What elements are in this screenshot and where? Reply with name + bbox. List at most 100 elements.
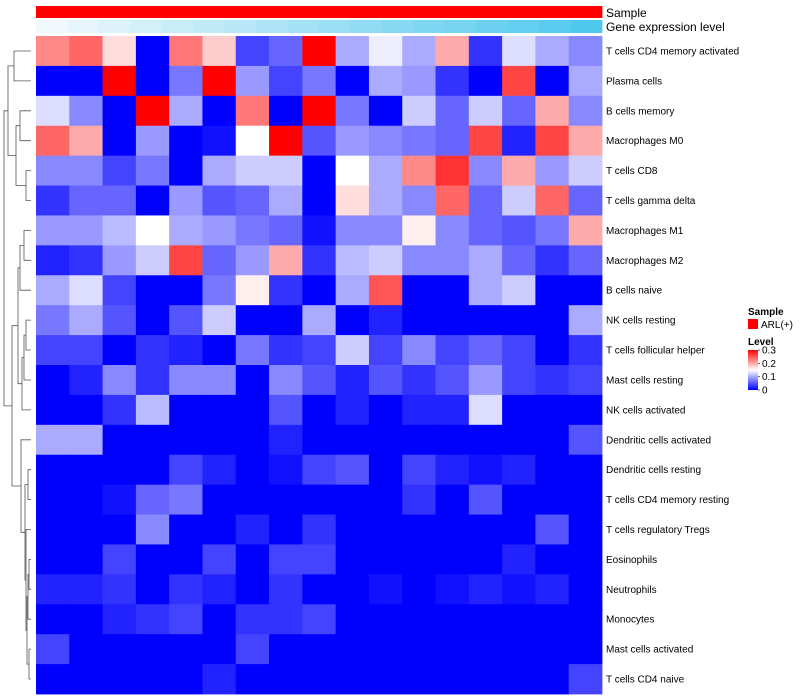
heatmap-cell <box>102 185 137 216</box>
heatmap-cell <box>402 365 436 396</box>
heatmap-cell <box>502 36 536 67</box>
row-label: B cells naive <box>606 286 663 297</box>
heatmap-cell <box>435 454 470 486</box>
heatmap-cell <box>302 514 337 545</box>
heatmap-cell <box>235 424 270 456</box>
heatmap-cell <box>69 275 103 306</box>
heatmap-cell <box>169 65 203 97</box>
heatmap-cell <box>335 365 370 396</box>
heatmap-cell <box>69 215 103 246</box>
heatmap-cell <box>202 275 237 306</box>
heatmap-cell <box>235 604 270 635</box>
legend-sample-swatch <box>748 319 758 329</box>
heatmap-cell <box>169 634 203 665</box>
sample-annotation-cell <box>98 6 131 18</box>
heatmap-cell <box>202 95 237 127</box>
heatmap-cell <box>368 484 403 515</box>
heatmap-cell <box>202 484 237 515</box>
heatmap-cell <box>368 574 403 605</box>
heatmap-cell <box>36 664 70 695</box>
heatmap-cell <box>502 305 536 336</box>
sample-annotation-cell <box>570 6 603 18</box>
heatmap-cell <box>435 604 470 635</box>
heatmap-cell <box>135 125 170 157</box>
heatmap-cell <box>368 155 403 186</box>
row-label: Dendritic cells resting <box>606 465 701 476</box>
gene-expression-annotation-cell <box>476 20 509 33</box>
heatmap-cell <box>302 634 337 665</box>
heatmap-cell <box>202 305 237 336</box>
row-label: Monocytes <box>606 615 654 626</box>
heatmap-cell <box>502 185 536 216</box>
heatmap-cell <box>468 394 503 426</box>
legend-level-tick-label: 0.1 <box>762 372 776 383</box>
heatmap-cell <box>36 335 70 366</box>
row-label: Neutrophils <box>606 585 657 596</box>
heatmap-cell <box>69 574 103 605</box>
heatmap-cell <box>435 574 470 605</box>
sample-annotation-cell <box>161 6 194 18</box>
heatmap-cell <box>102 245 137 276</box>
heatmap-cell <box>402 335 436 366</box>
heatmap-cell <box>269 95 303 127</box>
dendrogram-branch <box>24 484 28 581</box>
sample-annotation-track <box>36 6 603 18</box>
gene-expression-annotation-cell <box>507 20 540 33</box>
gene-expression-annotation-cell <box>319 20 351 33</box>
heatmap-cell <box>535 36 570 67</box>
heatmap-cell <box>302 664 337 695</box>
heatmap-cell <box>135 574 170 605</box>
heatmap-cell <box>468 245 503 276</box>
heatmap-cell <box>169 185 203 216</box>
heatmap-cell <box>269 514 303 545</box>
heatmap-cell <box>502 365 536 396</box>
heatmap-cell <box>169 394 203 426</box>
heatmap-cell <box>69 245 103 276</box>
heatmap-cell <box>535 544 570 575</box>
heatmap-cell <box>36 155 70 186</box>
heatmap-cell <box>202 215 237 246</box>
heatmap-cell <box>102 305 137 336</box>
heatmap-cell <box>402 125 436 157</box>
legend-level-tick-label: 0 <box>762 386 768 397</box>
gene-expression-annotation-cell <box>444 20 477 33</box>
heatmap-cell <box>535 215 570 246</box>
heatmap-cell <box>102 544 137 575</box>
heatmap-cell <box>36 514 70 545</box>
heatmap-cell <box>69 454 103 486</box>
heatmap-cell <box>502 335 536 366</box>
heatmap-cell <box>435 365 470 396</box>
heatmap-cell <box>235 574 270 605</box>
heatmap-cell <box>302 65 337 97</box>
heatmap-cell <box>502 215 536 246</box>
heatmap-cell <box>36 604 70 635</box>
heatmap-cells <box>36 36 603 695</box>
heatmap-cell <box>335 335 370 366</box>
heatmap-cell <box>335 65 370 97</box>
heatmap-cell <box>402 484 436 515</box>
heatmap-cell <box>368 544 403 575</box>
heatmap-cell <box>468 634 503 665</box>
heatmap-cell <box>202 604 237 635</box>
heatmap-cell <box>36 454 70 486</box>
heatmap-cell <box>535 604 570 635</box>
heatmap-cell <box>368 125 403 157</box>
heatmap-cell <box>102 155 137 186</box>
row-label: Dendritic cells activated <box>606 435 711 446</box>
heatmap-cell <box>69 185 103 216</box>
sample-annotation-cell <box>476 6 509 18</box>
heatmap-cell <box>69 604 103 635</box>
row-label: T cells CD4 memory activated <box>606 46 739 57</box>
heatmap-cell <box>36 125 70 157</box>
heatmap-cell <box>468 664 503 695</box>
heatmap-cell <box>269 335 303 366</box>
heatmap-cell <box>235 634 270 665</box>
heatmap-cell <box>135 185 170 216</box>
heatmap-cell <box>435 514 470 545</box>
heatmap-cell <box>202 365 237 396</box>
heatmap-cell <box>402 275 436 306</box>
heatmap-cell <box>36 544 70 575</box>
heatmap-cell <box>568 484 603 515</box>
heatmap-cell <box>335 275 370 306</box>
heatmap-cell <box>135 604 170 635</box>
